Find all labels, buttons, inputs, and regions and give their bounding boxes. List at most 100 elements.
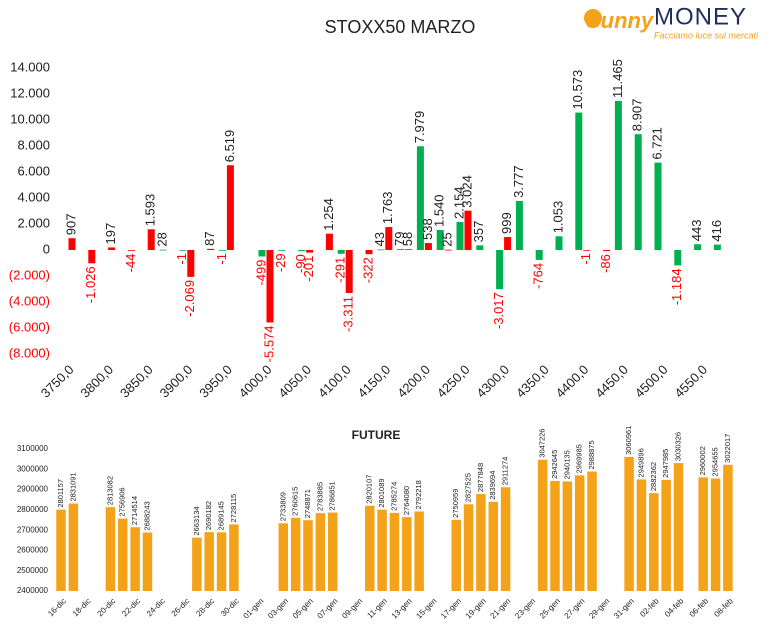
x-tick-label: 3800,0 [77,362,116,401]
bar [108,247,116,250]
bar [535,250,543,260]
bar [488,501,498,591]
data-label: 3060961 [624,426,633,455]
data-label: 1.540 [432,194,447,227]
bar [303,520,313,591]
bar [130,527,140,591]
y-tick-label: 2400000 [17,586,49,595]
bar [550,480,560,591]
data-label: -1 [578,253,593,265]
x-tick-label: 27-gen [563,597,587,621]
data-label: 2756906 [118,487,127,516]
data-label: -1.026 [83,266,98,303]
x-tick-label: 31-gen [612,597,636,621]
x-tick-label: 3900,0 [157,362,196,401]
bar [634,134,642,250]
data-label: 58 [400,232,415,246]
bar [325,233,333,250]
bar [278,250,286,251]
data-label: 2728115 [229,494,238,523]
bar [315,513,326,591]
y-tick-label: 8.000 [17,137,50,152]
data-label: -5.574 [261,325,276,362]
x-tick-label: 28-dic [194,597,216,619]
data-label: 2949896 [636,448,645,477]
bar [496,250,504,290]
data-label: -764 [531,263,546,289]
data-label: -3.311 [341,296,356,332]
data-label: 2942645 [550,450,559,479]
data-label: -322 [360,257,375,283]
bar [226,165,234,250]
y-tick-label: 3000000 [17,464,49,473]
bar [463,504,474,591]
x-tick-label: 08-feb [712,596,735,619]
y-tick-label: 14.000 [10,59,50,74]
bar [713,244,721,250]
x-tick-label: 06-feb [688,596,711,619]
bar [204,532,214,591]
bar [327,512,338,591]
x-tick-label: 4050,0 [275,362,314,401]
bar [674,250,682,266]
bar [105,507,116,591]
x-tick-label: 4300,0 [473,362,512,401]
x-tick-label: 07-gen [316,597,340,621]
data-label: 2690182 [204,501,213,530]
x-tick-label: 19-gen [464,597,488,621]
bar [216,532,227,591]
x-tick-label: 4450,0 [592,362,631,401]
data-label: 2969985 [575,444,584,473]
data-label: 6.519 [222,130,237,163]
x-tick-label: 4550,0 [671,362,710,401]
bar [575,112,583,251]
bar [377,509,387,591]
data-label: 2750959 [451,489,460,518]
data-label: 2827525 [464,473,473,502]
bar [306,250,314,253]
data-label: 999 [499,212,514,234]
bar [624,456,634,591]
x-tick-label: 4100,0 [315,362,354,401]
data-label: -499 [253,259,268,285]
x-tick-label: 15-gen [414,597,438,621]
data-label: 8.907 [630,99,645,132]
bar [142,532,153,591]
bar [290,517,301,591]
data-label: 25 [440,232,455,246]
data-label: 1.254 [321,198,336,231]
data-label: 2954655 [711,447,720,476]
bar [723,464,733,591]
y-tick-label: 2600000 [17,546,49,555]
y-tick-label: 2700000 [17,525,49,534]
y-tick-label: (4.000) [9,293,50,308]
bar [345,250,353,294]
bar [337,250,345,254]
data-label: 2801157 [56,479,65,508]
bar [68,238,76,250]
x-tick-label: 4350,0 [513,362,552,401]
bar [187,250,195,277]
x-tick-label: 04-feb [663,596,686,619]
data-label: 443 [689,220,704,242]
x-tick-label: 4500,0 [632,362,671,401]
chart-title: STOXX50 MARZO [325,17,476,37]
logo-sun [584,9,602,27]
bar [207,248,215,250]
data-label: -1.184 [669,268,684,305]
y-tick-label: 10.000 [10,111,50,126]
bar [436,229,444,250]
data-label: -44 [123,254,138,273]
logo-tagline: Facciamo luce sui mercati [654,30,759,40]
data-label: 2783885 [315,482,324,511]
data-label: 87 [202,231,217,245]
data-label: 7.979 [412,111,427,144]
data-label: 11.465 [610,59,625,98]
y-tick-label: 2.000 [17,215,50,230]
bar [476,494,486,591]
x-tick-label: 16-dic [46,597,68,619]
bar [405,249,413,251]
x-tick-label: 4250,0 [434,362,473,401]
x-tick-label: 11-gen [365,597,389,621]
